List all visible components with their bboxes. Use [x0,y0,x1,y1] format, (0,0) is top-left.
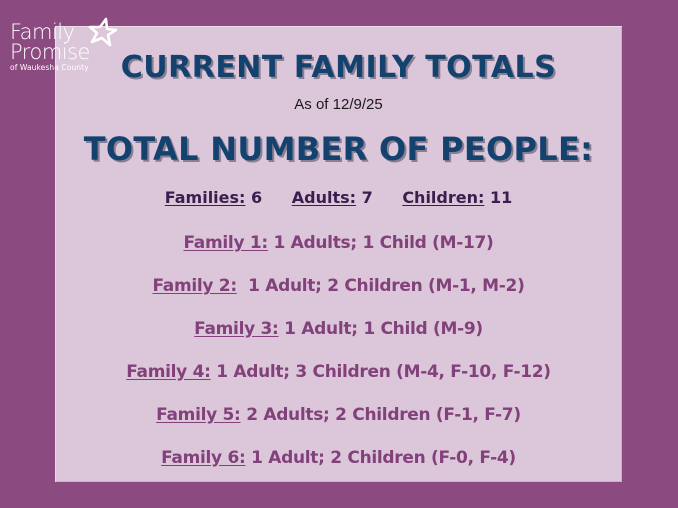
total-value: 7 [361,188,373,207]
family-list: Family 1: 1 Adults; 1 Child (M-17) Famil… [55,232,622,490]
total-value: 6 [251,188,263,207]
family-detail: 1 Adult; 2 Children (F-0, F-4) [251,448,516,468]
family-label: Family 6: [161,448,246,468]
family-item: Family 3: 1 Adult; 1 Child (M-9) [55,318,622,361]
logo-line-promise: Promise [10,40,90,64]
logo-line-family: Family [10,20,75,44]
total-adults: Adults: 7 [292,188,373,207]
family-detail: 1 Adult; 2 Children (M-1, M-2) [242,276,525,296]
family-detail: 1 Adults; 1 Child (M-17) [273,233,494,253]
family-item: Family 4: 1 Adult; 3 Children (M-4, F-10… [55,361,622,404]
page-title: CURRENT FAMILY TOTALS [120,50,557,85]
family-label: Family 1: [183,233,268,253]
family-label: Family 3: [194,319,279,339]
family-label: Family 5: [156,405,241,425]
family-item: Family 5: 2 Adults; 2 Children (F-1, F-7… [55,404,622,447]
family-item: Family 6: 1 Adult; 2 Children (F-0, F-4) [55,447,622,490]
logo-line-county: of Waukesha County [10,63,89,72]
family-item: Family 2: 1 Adult; 2 Children (M-1, M-2) [55,275,622,318]
family-label: Family 2: [152,276,237,296]
totals-row: Families: 6 Adults: 7 Children: 11 [55,188,622,207]
family-label: Family 4: [126,362,211,382]
family-item: Family 1: 1 Adults; 1 Child (M-17) [55,232,622,275]
total-label: Children: [402,188,485,207]
content-panel [55,26,622,482]
star-icon [88,17,118,47]
total-value: 11 [489,188,513,207]
family-promise-logo: Family Promise of Waukesha County [10,17,118,73]
total-families: Families: 6 [165,188,262,207]
family-detail: 2 Adults; 2 Children (F-1, F-7) [246,405,521,425]
as-of-date: As of 12/9/25 [294,96,383,113]
family-detail: 1 Adult; 1 Child (M-9) [284,319,483,339]
total-children: Children: 11 [402,188,512,207]
total-label: Adults: [291,188,357,207]
total-label: Families: [164,188,246,207]
family-detail: 1 Adult; 3 Children (M-4, F-10, F-12) [216,362,551,382]
section-title: TOTAL NUMBER OF PEOPLE: [83,130,594,168]
